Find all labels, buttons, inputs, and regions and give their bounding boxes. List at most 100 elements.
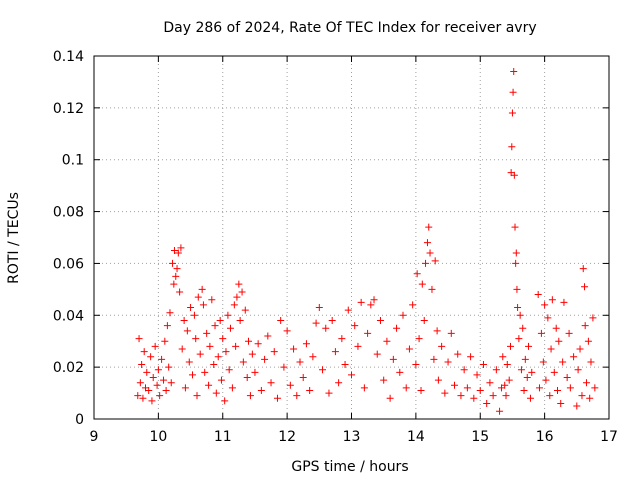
grid: [94, 56, 609, 419]
data-point: [418, 280, 426, 288]
data-point: [389, 355, 397, 363]
data-point: [196, 350, 204, 358]
data-point: [198, 285, 206, 293]
data-point: [233, 293, 241, 301]
data-point: [405, 345, 413, 353]
data-point: [373, 350, 381, 358]
data-point: [586, 394, 594, 402]
data-point: [423, 239, 431, 247]
data-point: [422, 259, 430, 267]
data-point: [270, 348, 278, 356]
data-point: [224, 311, 232, 319]
x-tick-label: 17: [600, 429, 618, 445]
data-point: [447, 329, 455, 337]
data-point: [177, 244, 185, 252]
data-point: [212, 389, 220, 397]
data-point: [226, 324, 234, 332]
data-point: [396, 368, 404, 376]
data-point: [235, 280, 243, 288]
chart-title: Day 286 of 2024, Rate Of TEC Index for r…: [163, 20, 536, 36]
data-point: [230, 301, 238, 309]
data-point: [147, 353, 155, 361]
data-point: [507, 342, 515, 350]
data-point: [402, 384, 410, 392]
data-point: [393, 324, 401, 332]
data-point: [479, 361, 487, 369]
data-point: [190, 311, 198, 319]
data-point: [245, 337, 252, 345]
data-point: [430, 355, 438, 363]
data-points: [134, 68, 599, 415]
data-point: [563, 374, 571, 382]
data-point: [194, 293, 202, 301]
data-point: [232, 342, 240, 350]
y-axis-label: ROTI / TECUs: [6, 192, 22, 284]
y-tick-label: 0.04: [53, 308, 84, 324]
data-point: [451, 381, 458, 389]
data-point: [357, 298, 365, 306]
data-point: [544, 314, 552, 322]
data-point: [322, 324, 330, 332]
data-point: [173, 265, 181, 273]
data-point: [581, 283, 589, 291]
data-point: [148, 397, 156, 405]
data-point: [217, 376, 225, 384]
y-tick-label: 0.14: [53, 49, 84, 65]
data-point: [166, 309, 174, 317]
data-point: [243, 374, 251, 382]
data-point: [302, 340, 310, 348]
data-point: [309, 353, 317, 361]
y-tick-label: 0.08: [53, 205, 84, 221]
data-point: [319, 366, 327, 374]
data-point: [286, 381, 294, 389]
data-point: [211, 322, 219, 330]
data-point: [511, 223, 519, 231]
data-point: [415, 335, 423, 343]
data-point: [163, 322, 171, 330]
data-point: [570, 353, 578, 361]
data-point: [203, 329, 211, 337]
data-point: [149, 374, 157, 382]
data-point: [454, 350, 462, 358]
data-point: [457, 392, 465, 400]
data-point: [541, 301, 549, 309]
data-point: [267, 379, 275, 387]
data-point: [280, 363, 288, 371]
data-point: [550, 368, 558, 376]
data-point: [467, 353, 475, 361]
data-point: [354, 342, 362, 350]
data-point: [239, 358, 247, 366]
data-point: [460, 366, 468, 374]
data-point: [306, 386, 314, 394]
data-point: [579, 265, 587, 273]
data-point: [134, 392, 142, 400]
data-point: [238, 288, 246, 296]
data-point: [473, 371, 481, 379]
data-point: [409, 301, 417, 309]
data-point: [546, 392, 554, 400]
axis-ticks: 9 10 11 12 13 14 15 16 17 0 0.02 0.04 0.06 0.08 0.1 0.1…: [53, 49, 618, 445]
data-point: [228, 384, 236, 392]
data-point: [165, 363, 173, 371]
x-axis-label: GPS time / hours: [291, 459, 408, 475]
data-point: [277, 316, 285, 324]
data-point: [512, 249, 520, 257]
data-point: [315, 304, 323, 312]
y-tick-label: 0.06: [53, 256, 84, 272]
data-point: [512, 259, 520, 267]
data-point: [559, 358, 567, 366]
data-point: [246, 392, 254, 400]
data-point: [537, 329, 545, 337]
data-point: [180, 316, 188, 324]
data-point: [503, 361, 511, 369]
y-tick-label: 0: [75, 412, 84, 428]
data-point: [367, 301, 375, 309]
data-point: [376, 316, 384, 324]
data-point: [143, 368, 151, 376]
data-point: [344, 306, 352, 314]
data-point: [176, 288, 184, 296]
data-point: [413, 270, 421, 278]
data-point: [434, 376, 442, 384]
data-point: [520, 386, 528, 394]
data-point: [335, 379, 343, 387]
